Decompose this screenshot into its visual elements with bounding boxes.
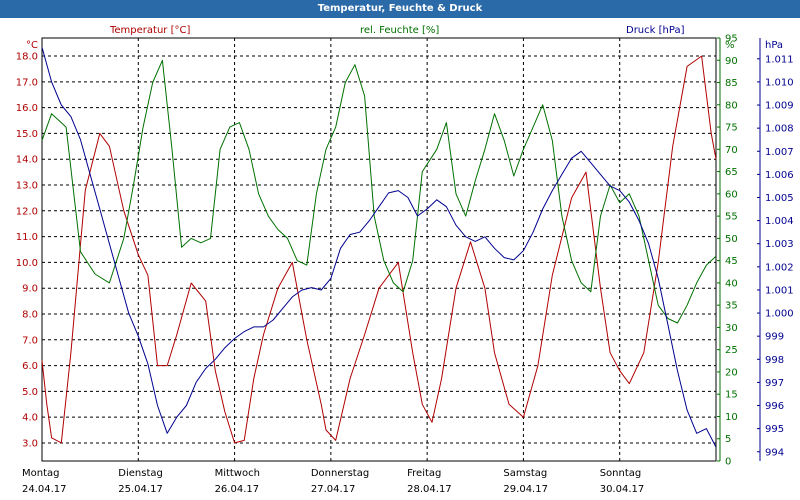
plot-frame xyxy=(41,37,717,462)
humidity-tick-label: 30 xyxy=(725,323,738,334)
humidity-tick-label: 90 xyxy=(725,56,738,67)
legend-temp: Temperatur [°C] xyxy=(109,25,190,36)
temp-unit-label: °C xyxy=(26,40,38,51)
humidity-tick-label: 45 xyxy=(725,256,738,267)
humidity-tick-label: 0 xyxy=(725,457,731,468)
pressure-unit-label: hPa xyxy=(765,40,783,51)
temp-tick-label: 16.0 xyxy=(16,103,38,114)
pressure-tick-label: 1.007 xyxy=(765,147,794,158)
pressure-tick-label: 1.008 xyxy=(765,124,794,135)
x-tick-day: Donnerstag xyxy=(311,468,369,479)
pressure-tick-label: 997 xyxy=(765,378,784,389)
x-tick-date: 30.04.17 xyxy=(600,484,645,495)
temp-tick-label: 18.0 xyxy=(16,52,38,63)
humidity-tick-label: 35 xyxy=(725,301,738,312)
pressure-tick-label: 1.001 xyxy=(765,285,794,296)
humidity-tick-label: 25 xyxy=(725,345,738,356)
chart-title: Temperatur, Feuchte & Druck xyxy=(317,3,483,14)
temp-tick-label: 7.0 xyxy=(22,335,38,346)
humidity-tick-label: 95 xyxy=(725,34,738,45)
humidity-unit-label: % xyxy=(725,40,735,51)
x-tick-day: Montag xyxy=(22,468,59,479)
humidity-tick-label: 10 xyxy=(725,412,738,423)
legend-hum: rel. Feuchte [%] xyxy=(360,25,439,36)
temp-tick-label: 14.0 xyxy=(16,155,38,166)
legend-press: Druck [hPa] xyxy=(626,25,685,36)
temp-tick-label: 4.0 xyxy=(22,413,38,424)
humidity-tick-label: 60 xyxy=(725,189,738,200)
pressure-tick-label: 998 xyxy=(765,355,784,366)
temp-tick-label: 8.0 xyxy=(22,309,38,320)
humidity-tick-label: 65 xyxy=(725,167,738,178)
temp-tick-label: 5.0 xyxy=(22,387,38,398)
x-tick-day: Mittwoch xyxy=(215,468,260,479)
humidity-tick-label: 5 xyxy=(725,434,731,445)
x-tick-date: 25.04.17 xyxy=(118,484,163,495)
x-tick-day: Freitag xyxy=(407,468,441,479)
temp-tick-label: 6.0 xyxy=(22,361,38,372)
humidity-tick-label: 50 xyxy=(725,234,738,245)
pressure-tick-label: 1.004 xyxy=(765,216,794,227)
humidity-tick-label: 55 xyxy=(725,212,738,223)
humidity-tick-label: 15 xyxy=(725,390,738,401)
pressure-tick-label: 999 xyxy=(765,332,784,343)
pressure-tick-label: 1.009 xyxy=(765,101,794,112)
pressure-tick-label: 996 xyxy=(765,401,784,412)
temp-tick-label: 3.0 xyxy=(22,438,38,449)
pressure-tick-label: 995 xyxy=(765,424,784,435)
x-tick-day: Samstag xyxy=(503,468,547,479)
humidity-tick-label: 75 xyxy=(725,123,738,134)
humidity-tick-label: 40 xyxy=(725,278,738,289)
pressure-tick-label: 1.000 xyxy=(765,309,794,320)
series-line-press xyxy=(41,47,717,448)
series-line-temp xyxy=(41,55,717,444)
temp-tick-label: 15.0 xyxy=(16,129,38,140)
pressure-tick-label: 1.010 xyxy=(765,77,794,88)
x-tick-date: 26.04.17 xyxy=(215,484,260,495)
x-tick-day: Dienstag xyxy=(118,468,163,479)
pressure-tick-label: 1.003 xyxy=(765,239,794,250)
humidity-tick-label: 85 xyxy=(725,78,738,89)
temp-tick-label: 12.0 xyxy=(16,206,38,217)
x-tick-date: 27.04.17 xyxy=(311,484,356,495)
temp-tick-label: 13.0 xyxy=(16,181,38,192)
temp-tick-label: 9.0 xyxy=(22,284,38,295)
temp-tick-label: 11.0 xyxy=(16,232,38,243)
pressure-tick-label: 1.011 xyxy=(765,54,794,65)
series-line-hum xyxy=(41,59,717,324)
temp-tick-label: 17.0 xyxy=(16,77,38,88)
pressure-tick-label: 994 xyxy=(765,447,784,458)
pressure-tick-label: 1.005 xyxy=(765,193,794,204)
humidity-tick-label: 80 xyxy=(725,100,738,111)
x-tick-date: 28.04.17 xyxy=(407,484,452,495)
x-tick-date: 24.04.17 xyxy=(22,484,67,495)
chart-title-bar: Temperatur, Feuchte & Druck xyxy=(0,0,800,18)
humidity-tick-label: 70 xyxy=(725,145,738,156)
humidity-tick-label: 20 xyxy=(725,367,738,378)
pressure-tick-label: 1.006 xyxy=(765,170,794,181)
temp-tick-label: 10.0 xyxy=(16,258,38,269)
x-tick-date: 29.04.17 xyxy=(503,484,548,495)
x-tick-day: Sonntag xyxy=(600,468,642,479)
pressure-tick-label: 1.002 xyxy=(765,262,794,273)
